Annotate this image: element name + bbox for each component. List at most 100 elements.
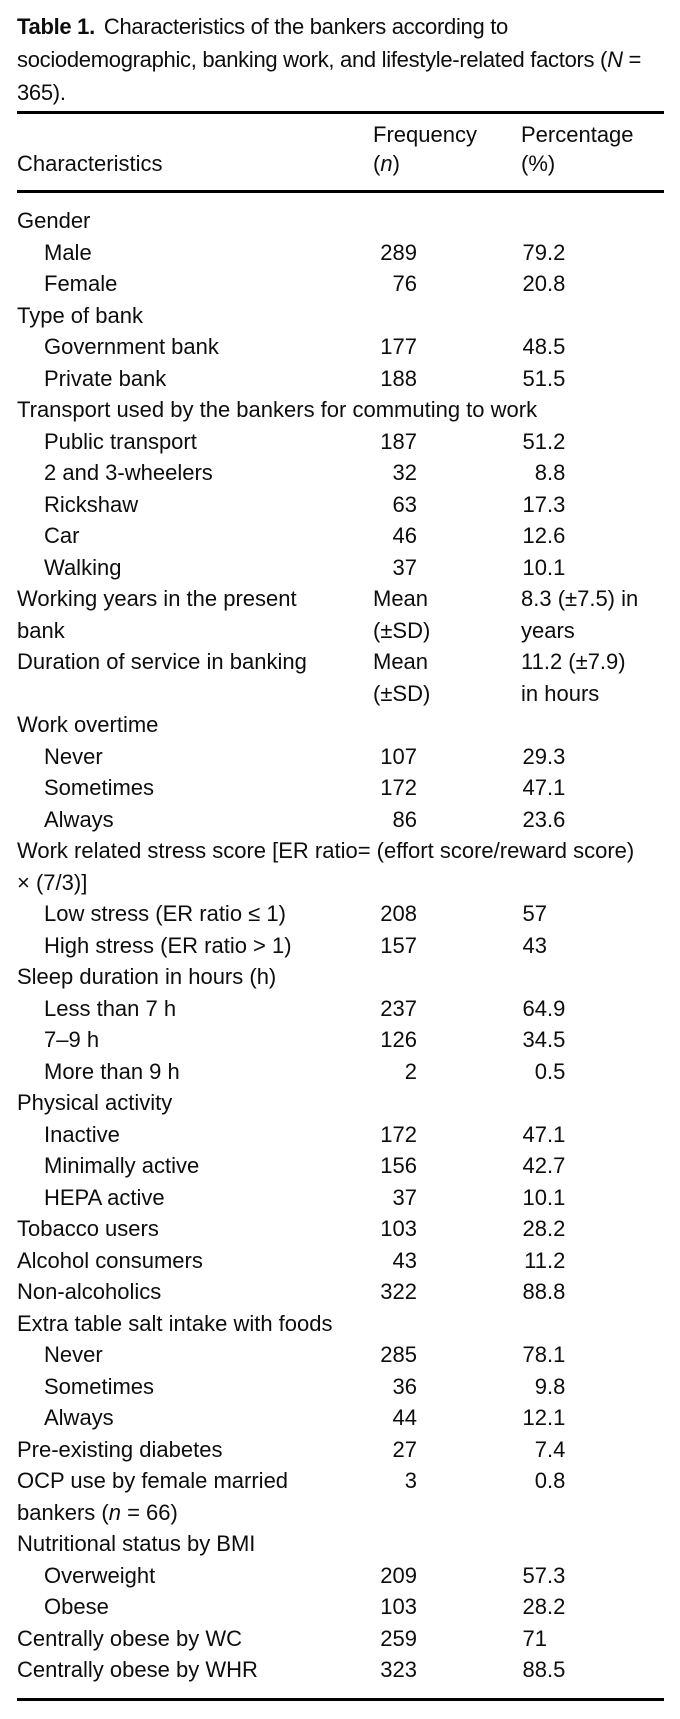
table-caption-n: N: [607, 47, 623, 72]
row-label: Inactive: [44, 1121, 120, 1147]
characteristic-cell: Private bank: [17, 363, 373, 395]
table-row: Less than 7 h 237 64.9: [17, 993, 664, 1025]
table-row: Public transport 187 51.2: [17, 426, 664, 458]
characteristic-cell: Centrally obese by WHR: [17, 1654, 373, 1699]
row-label: More than 9 h: [44, 1058, 180, 1084]
percentage-cell: 11.2 (±7.9) in hours: [521, 646, 664, 709]
percentage-cell: 47.1: [521, 1119, 664, 1151]
frequency-value: 187: [380, 428, 417, 454]
section-label-cell: Nutritional status by BMI: [17, 1528, 664, 1560]
frequency-cell: 237: [373, 993, 521, 1025]
frequency-value: 103: [380, 1594, 417, 1619]
row-label: Less than 7 h: [44, 995, 177, 1021]
header-characteristics: Characteristics: [17, 151, 163, 176]
section-label: Work related stress score [ER ratio= (ef…: [17, 838, 635, 895]
row-label: HEPA active: [44, 1184, 165, 1210]
percentage-cell: 8.8: [521, 457, 664, 489]
percentage-cell: 64.9: [521, 993, 664, 1025]
frequency-cell: 32: [373, 457, 521, 489]
row-label: Car: [44, 523, 80, 548]
row-label: 2 and 3-wheelers: [44, 460, 213, 485]
frequency-value: 103: [380, 1216, 417, 1241]
row-label: Sometimes: [44, 775, 155, 800]
percentage-cell: 28.2: [521, 1213, 664, 1245]
frequency-cell: 37: [373, 552, 521, 584]
percentage-value-dec: .1: [547, 1121, 566, 1147]
characteristic-cell: Low stress (ER ratio ≤ 1): [17, 898, 373, 930]
frequency-cell: 323: [373, 1654, 521, 1699]
section-label: Sleep duration in hours (h): [17, 964, 277, 989]
frequency-value: 208: [380, 901, 417, 926]
table-row: Government bank 177 48.5: [17, 331, 664, 363]
section-label-cell: Gender: [17, 192, 664, 237]
section-label-cell: Transport used by the bankers for commut…: [17, 394, 664, 426]
section-label-cell: Sleep duration in hours (h): [17, 961, 664, 993]
table-row: Minimally active 156 42.7: [17, 1150, 664, 1182]
percentage-value-int: 7: [534, 1436, 547, 1462]
percentage-value-int: 17: [522, 491, 547, 517]
percentage-cell: 12.1: [521, 1402, 664, 1434]
frequency-value: 3: [404, 1468, 417, 1493]
percentage-cell: 43: [521, 930, 664, 962]
characteristic-cell: HEPA active: [17, 1182, 373, 1214]
row-label: Non-alcoholics: [17, 1279, 162, 1304]
percentage-value-int: 8: [534, 460, 547, 485]
table-body: Gender Male 289 79.2 Female 76 20.8 Type of ban…: [17, 192, 664, 1700]
row-label: Overweight: [44, 1562, 156, 1588]
section-label: Physical activity: [17, 1090, 173, 1115]
characteristic-cell: Less than 7 h: [17, 993, 373, 1025]
frequency-cell: 322: [373, 1276, 521, 1308]
characteristic-cell: More than 9 h: [17, 1056, 373, 1088]
percentage-cell: 8.3 (±7.5) in years: [521, 583, 664, 646]
percentage-cell: 79.2: [521, 237, 664, 269]
frequency-cell: 86: [373, 804, 521, 836]
percentage-cell: 29.3: [521, 741, 664, 773]
frequency-cell: 259: [373, 1623, 521, 1655]
characteristic-cell: Pre-existing diabetes: [17, 1434, 373, 1466]
percentage-value-dec: .2: [547, 1216, 566, 1241]
percentage-cell: 42.7: [521, 1150, 664, 1182]
frequency-cell: Mean (±SD): [373, 583, 521, 646]
characteristic-cell: 2 and 3-wheelers: [17, 457, 373, 489]
row-label: High stress (ER ratio > 1): [44, 932, 292, 958]
section-row: Work related stress score [ER ratio= (ef…: [17, 835, 664, 898]
frequency-value: 46: [392, 523, 417, 548]
percentage-value-int: 10: [522, 554, 547, 580]
percentage-cell: 78.1: [521, 1339, 664, 1371]
frequency-value: 157: [380, 932, 417, 958]
characteristic-cell: Sometimes: [17, 1371, 373, 1403]
frequency-cell: 103: [373, 1213, 521, 1245]
table-row: More than 9 h 2 0.5: [17, 1056, 664, 1088]
percentage-value-dec: .1: [547, 775, 566, 800]
row-label: Duration of service in banking: [17, 649, 307, 674]
percentage-value-int: 29: [522, 743, 547, 769]
percentage-cell: 51.2: [521, 426, 664, 458]
percentage-value-int: 47: [522, 775, 547, 800]
row-label: Alcohol consumers: [17, 1247, 203, 1273]
header-row: Characteristics Frequency (n) Percentage…: [17, 113, 664, 192]
frequency-value: 36: [392, 1373, 417, 1399]
table-row: Sometimes 36 9.8: [17, 1371, 664, 1403]
frequency-cell: 76: [373, 268, 521, 300]
characteristic-cell: OCP use by female married bankers (n = 6…: [17, 1465, 373, 1528]
characteristic-cell: Public transport: [17, 426, 373, 458]
frequency-cell: 63: [373, 489, 521, 521]
frequency-cell: 43: [373, 1245, 521, 1277]
table-row: Centrally obese by WC 259 71: [17, 1623, 664, 1655]
table-row: Centrally obese by WHR 323 88.5: [17, 1654, 664, 1699]
frequency-cell: 46: [373, 520, 521, 552]
frequency-value: 107: [380, 743, 417, 769]
percentage-cell: 9.8: [521, 1371, 664, 1403]
table-row: Non-alcoholics 322 88.8: [17, 1276, 664, 1308]
table-row: Tobacco users 103 28.2: [17, 1213, 664, 1245]
percentage-value-dec: .7: [547, 1153, 566, 1178]
table-row: Car 46 12.6: [17, 520, 664, 552]
characteristic-cell: Government bank: [17, 331, 373, 363]
section-label-cell: Type of bank: [17, 300, 664, 332]
percentage-value-int: 57: [522, 1562, 547, 1588]
percentage-value-dec: .1: [547, 1405, 566, 1430]
row-label: Walking: [44, 554, 122, 580]
characteristic-cell: Alcohol consumers: [17, 1245, 373, 1277]
percentage-value-int: 57: [522, 901, 547, 926]
